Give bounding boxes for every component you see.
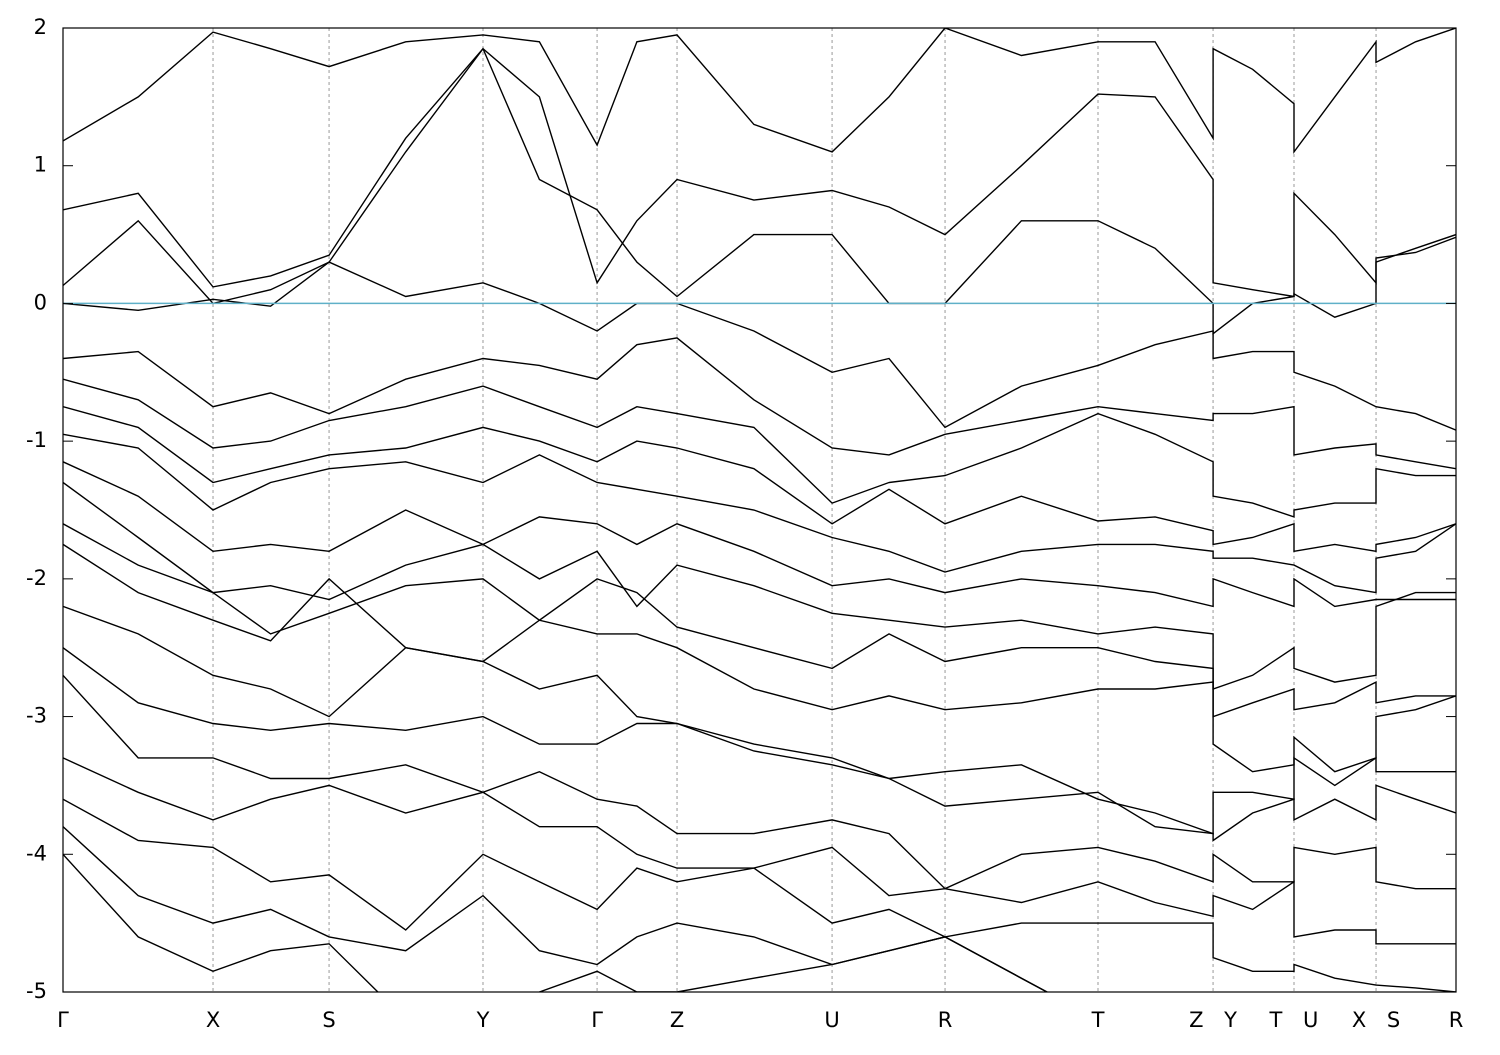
x-tick-label: U xyxy=(824,1008,839,1032)
bands xyxy=(63,28,1456,992)
band-line xyxy=(63,461,1456,608)
y-tick-label: -4 xyxy=(26,841,47,865)
band-line xyxy=(63,433,1456,594)
x-tick-label: Z Y xyxy=(1189,1008,1237,1032)
y-tick-label: -3 xyxy=(26,704,47,728)
y-tick-label: -5 xyxy=(26,979,47,1003)
x-tick-label: T xyxy=(1091,1008,1105,1032)
x-tick-label: S xyxy=(322,1008,335,1032)
band-line xyxy=(63,647,1456,842)
y-tick-label: -1 xyxy=(26,428,47,452)
x-tick-label: T U xyxy=(1269,1008,1319,1032)
band-line xyxy=(63,543,1456,773)
band-line xyxy=(63,261,1456,431)
band-line xyxy=(63,337,1456,470)
band-line xyxy=(63,523,1456,718)
x-tick-label: Γ xyxy=(57,1008,69,1032)
band-line xyxy=(63,28,1456,155)
band-line xyxy=(63,605,1456,835)
axes: -5 -4 -3 -2 -1 0 1 2 Γ X S Y Γ Z U R T Z Y T U X S R xyxy=(26,15,1463,1032)
y-tick-label: 1 xyxy=(34,153,47,177)
band-line xyxy=(63,481,1456,690)
band-line xyxy=(63,757,1456,945)
x-tick-label: R xyxy=(1449,1008,1464,1032)
y-tick-label: 2 xyxy=(34,15,47,39)
x-tick-label: R xyxy=(938,1008,953,1032)
band-line xyxy=(63,853,1049,992)
x-tick-label: Y xyxy=(476,1008,490,1032)
y-tick-label: -2 xyxy=(26,566,47,590)
band-line xyxy=(63,47,1456,298)
x-tick-label: Z xyxy=(670,1008,684,1032)
band-line xyxy=(63,406,1456,553)
x-tick-label: Γ xyxy=(591,1008,603,1032)
x-tick-label: X xyxy=(206,1008,220,1032)
band-line xyxy=(63,798,1456,992)
x-tick-label: X S xyxy=(1352,1008,1400,1032)
plot-frame xyxy=(62,27,1457,993)
band-line xyxy=(63,674,1456,890)
y-tick-label: 0 xyxy=(34,290,47,314)
band-line xyxy=(63,378,1456,518)
